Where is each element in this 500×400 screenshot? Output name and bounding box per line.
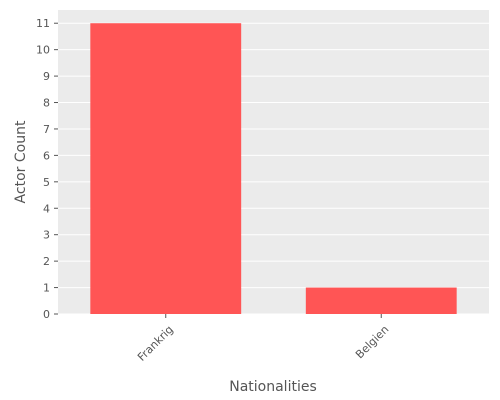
bar <box>305 287 457 314</box>
y-tick-label: 3 <box>43 229 50 242</box>
y-axis-ticks: 0 1 2 3 4 5 6 7 8 9 10 11 <box>36 17 58 321</box>
y-tick-label: 9 <box>43 70 50 83</box>
y-tick-label: 6 <box>43 149 50 162</box>
y-tick-label: 7 <box>43 123 50 136</box>
y-tick-label: 11 <box>36 17 50 30</box>
x-tick-label: Belgien <box>353 323 391 361</box>
y-tick-label: 2 <box>43 255 50 268</box>
x-axis-ticks: Frankrig Belgien <box>135 314 391 364</box>
y-tick-label: 0 <box>43 308 50 321</box>
y-axis-title: Actor Count <box>13 120 29 203</box>
x-axis-title: Nationalities <box>229 379 317 395</box>
y-tick-label: 8 <box>43 97 50 110</box>
y-tick-label: 4 <box>43 202 50 215</box>
bars <box>90 23 457 314</box>
y-tick-label: 5 <box>43 176 50 189</box>
x-tick-label: Frankrig <box>135 323 176 364</box>
bar <box>90 23 242 314</box>
y-tick-label: 10 <box>36 44 50 57</box>
y-tick-label: 1 <box>43 282 50 295</box>
